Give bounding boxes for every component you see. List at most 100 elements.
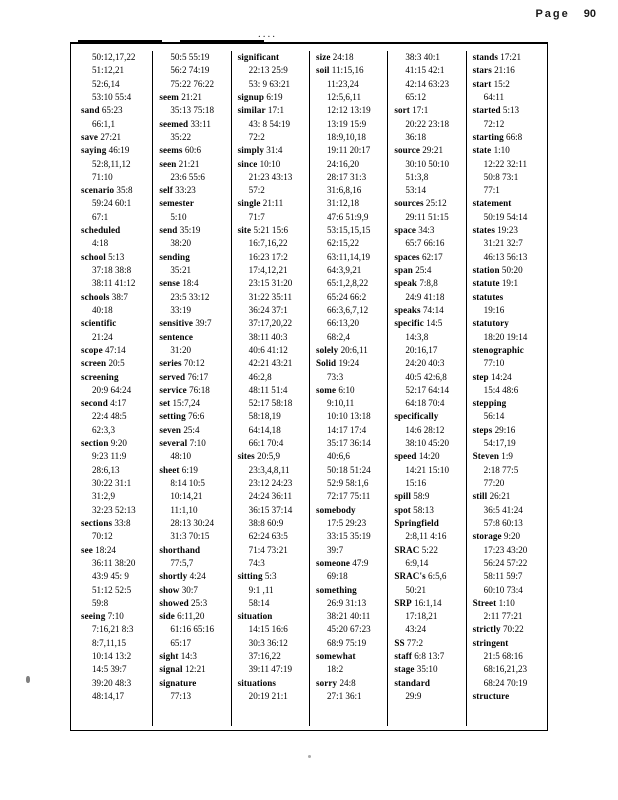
- index-reference-line: 74:3: [248, 557, 265, 568]
- headword-references: 21:16: [491, 65, 515, 76]
- headword-text: single: [237, 198, 261, 209]
- index-reference-line: 36:18: [405, 131, 427, 142]
- headword-text: somebody: [315, 504, 356, 515]
- index-reference-line: 16:7,16,22: [248, 238, 288, 249]
- index-headword: some 6:10: [316, 384, 382, 397]
- headword-references: 58:13: [410, 504, 434, 515]
- index-headword: speed 14:20: [394, 450, 460, 463]
- headword-references: 7:10: [105, 611, 124, 622]
- headword-text: side: [159, 611, 175, 622]
- index-reference-line: 14:17 17:4: [326, 424, 367, 435]
- index-headword: stepping: [473, 397, 539, 410]
- index-columns: 50:12,17,22 51:12,21 52:6,14 53:10 55:4 sand…: [71, 44, 547, 730]
- index-headword: sort 17:1: [394, 104, 460, 117]
- headword-text: SRAC: [394, 544, 420, 555]
- index-headword: schools 38:7: [81, 291, 147, 304]
- headword-references: 6:5,6: [425, 571, 447, 582]
- index-reference-line: 50:8 73:1: [483, 171, 519, 182]
- headword-references: 14:20: [416, 451, 440, 462]
- index-reference-line: 15:4 48:6: [483, 384, 519, 395]
- index-headword: stenographic: [473, 344, 539, 357]
- index-reference-line: 59:24 60:1: [92, 198, 132, 209]
- index-reference-line: 20:16,17: [405, 344, 438, 355]
- headword-text: stars: [472, 65, 492, 76]
- index-headword: states 19:23: [473, 224, 539, 237]
- column-header-dots: ....: [258, 28, 277, 40]
- index-reference-line: 7:16,21 8:3: [92, 624, 134, 635]
- index-headword: sections 33:8: [81, 517, 147, 530]
- index-reference-line: 71:7: [248, 211, 265, 222]
- headword-references: 46:19: [106, 145, 130, 156]
- index-headword: signature: [159, 677, 225, 690]
- index-headword: semester: [159, 197, 225, 210]
- index-reference-line: 2:8,11 4:16: [405, 531, 447, 542]
- index-reference-line: 14:21 15:10: [405, 464, 450, 475]
- headword-references: 14:3: [178, 651, 197, 662]
- headword-text: sites: [237, 451, 255, 462]
- headword-references: 66:8: [503, 131, 523, 142]
- index-headword: stage 35:10: [394, 663, 460, 676]
- index-reference-line: 66:1,1: [92, 118, 115, 129]
- column-5-entries: 38:3 40:1 41:15 42:1 42:14 63:23 65:12 sort …: [394, 51, 460, 703]
- column-6-entries: stands 17:21 stars 21:16 start 15:2 64:11 st…: [473, 51, 539, 703]
- index-reference-line: 12:22 32:11: [483, 158, 528, 169]
- headword-references: 15:7,24: [170, 398, 201, 409]
- index-headword: sitting 5:3: [238, 570, 304, 583]
- headword-references: 29:16: [492, 424, 516, 435]
- headword-text: signal: [159, 664, 183, 675]
- index-reference-line: 62:15,22: [326, 238, 360, 249]
- headword-text: sand: [81, 105, 100, 116]
- headword-text: source: [394, 145, 421, 156]
- index-headword: stars 21:16: [473, 64, 539, 77]
- index-headword: show 30:7: [159, 584, 225, 597]
- column-2: 50:5 55:19 56:2 74:19 75:22 76:22 seem 21:2…: [152, 51, 230, 726]
- headword-text: space: [394, 225, 417, 236]
- headword-text: served: [159, 371, 186, 382]
- headword-text: site: [237, 225, 252, 236]
- headword-references: 6:19: [264, 91, 283, 102]
- index-headword: saying 46:19: [81, 144, 147, 157]
- index-reference-line: 57:8 60:13: [483, 517, 523, 528]
- headword-text: step: [472, 371, 489, 382]
- headword-references: 17:1: [409, 105, 429, 116]
- headword-text: sorry: [315, 677, 338, 688]
- headword-text: saying: [81, 145, 107, 156]
- index-headword: send 35:19: [159, 224, 225, 237]
- headword-text: spot: [394, 504, 411, 515]
- index-reference-line: 69:18: [326, 571, 348, 582]
- headword-text: someone: [315, 557, 351, 568]
- headword-references: 62:17: [419, 251, 443, 262]
- headword-text: signature: [159, 677, 197, 688]
- index-reference-line: 37:17,20,22: [248, 318, 293, 329]
- index-reference-line: 31:22 35:11: [248, 291, 293, 302]
- index-headword: spaces 62:17: [394, 251, 460, 264]
- index-headword: state 1:10: [473, 144, 539, 157]
- index-reference-line: 53:15,15,15: [326, 225, 371, 236]
- headword-text: station: [472, 265, 500, 275]
- headword-references: 21:21: [176, 158, 200, 169]
- page-number: 90: [583, 8, 596, 20]
- index-reference-line: 10:14,21: [170, 491, 203, 502]
- headword-text: soil: [315, 65, 330, 76]
- headword-references: 76:6: [185, 411, 205, 422]
- index-reference-line: 17:4,12,21: [248, 265, 288, 275]
- index-reference-line: 8:14 10:5: [170, 478, 205, 488]
- column-4-entries: size 24:18 soil 11:15,16 11:23,24 12:5,6,11…: [316, 51, 382, 703]
- index-reference-line: 2:11 77:21: [483, 611, 523, 622]
- top-rule-right: [180, 40, 264, 42]
- index-reference-line: 9:23 11:9: [92, 451, 127, 462]
- headword-references: 29:21: [420, 145, 444, 156]
- index-reference-line: 22:13 25:9: [248, 65, 288, 76]
- headword-references: 5:3: [262, 571, 277, 582]
- index-headword: still 26:21: [473, 490, 539, 503]
- scan-speckle: [26, 676, 30, 683]
- index-reference-line: 43: 8 54:19: [248, 118, 291, 129]
- index-reference-line: 53:10 55:4: [92, 91, 132, 102]
- index-reference-line: 45:20 67:23: [326, 624, 371, 635]
- headword-text: situations: [237, 677, 277, 688]
- index-reference-line: 42:14 63:23: [405, 78, 450, 89]
- headword-text: Steven: [472, 451, 500, 462]
- headword-text: save: [81, 131, 99, 142]
- index-headword: sight 14:3: [159, 650, 225, 663]
- headword-references: 18:24: [92, 544, 116, 555]
